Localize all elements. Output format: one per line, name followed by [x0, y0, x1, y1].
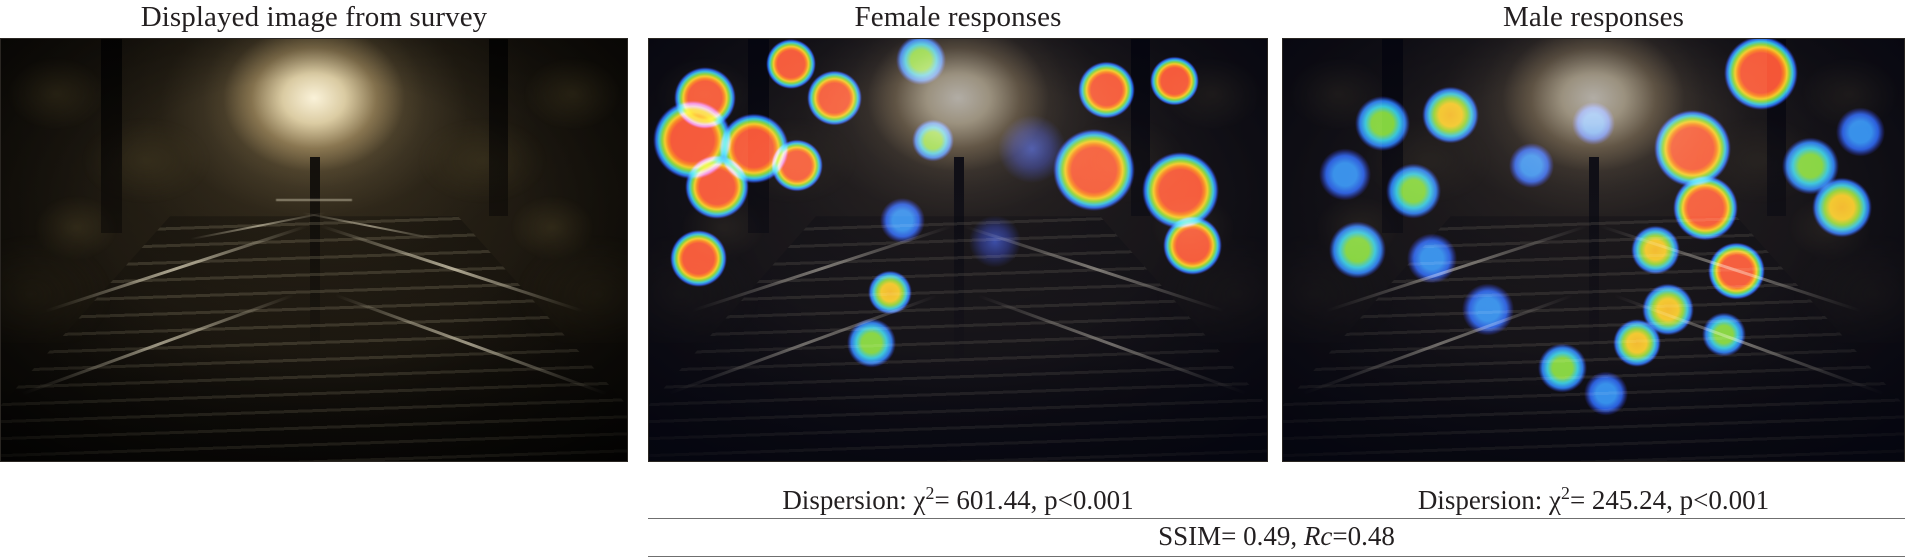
- heat-blob: [1723, 39, 1799, 112]
- panel-title-displayed-image: Displayed image from survey: [140, 1, 488, 33]
- heat-blob: [998, 112, 1067, 185]
- heat-blob: [1407, 232, 1457, 285]
- heat-blob: [771, 138, 824, 194]
- caption-rule-top: [648, 518, 1905, 519]
- heat-blob: [1537, 341, 1588, 395]
- heat-blob: [1701, 310, 1747, 358]
- heatmap-overlay-male: [1283, 39, 1904, 461]
- heat-blob: [1053, 126, 1135, 213]
- caption-rc-symbol: Rc: [1303, 521, 1333, 551]
- heat-blob: [1583, 369, 1629, 418]
- heat-blob: [880, 196, 925, 244]
- heat-blob: [1461, 281, 1514, 337]
- heat-blob: [1509, 142, 1554, 190]
- heat-blob: [1077, 59, 1135, 120]
- panel-male-responses: [1282, 38, 1905, 462]
- photo-vignette: [1, 39, 627, 461]
- heat-blob: [1328, 219, 1387, 281]
- heat-blob: [867, 268, 913, 316]
- heat-blob: [1149, 55, 1200, 108]
- caption-ssim-rc: SSIM= 0.49, Rc=0.48: [648, 518, 1905, 556]
- heat-blob: [1163, 214, 1223, 278]
- caption-female-dispersion-superscript: 2: [925, 483, 935, 503]
- heatmap-overlay-female: [649, 39, 1267, 461]
- caption-rc-value: =0.48: [1332, 521, 1395, 551]
- heat-blob: [912, 118, 955, 163]
- heat-blob: [1572, 101, 1615, 146]
- panel-displayed-image: [0, 38, 628, 462]
- stairway-photograph-female: [649, 39, 1267, 461]
- caption-male-dispersion: Dispersion: χ2= 245.24, p<0.001: [1282, 482, 1905, 520]
- heat-blob: [1707, 241, 1765, 302]
- heat-blob: [1386, 162, 1441, 220]
- heat-blob: [807, 69, 862, 127]
- heat-blob: [1319, 146, 1372, 202]
- heat-blob: [766, 39, 816, 91]
- heat-blob: [1835, 105, 1886, 158]
- caption-female-dispersion: Dispersion: χ2= 601.44, p<0.001: [648, 482, 1268, 520]
- heat-blob: [1630, 223, 1681, 277]
- heat-blob: [684, 152, 750, 221]
- caption-male-dispersion-value: = 245.24, p<0.001: [1569, 485, 1770, 515]
- caption-male-dispersion-superscript: 2: [1561, 483, 1570, 503]
- heat-blob: [1812, 176, 1872, 240]
- heat-blob: [846, 316, 897, 369]
- heat-blob: [1422, 84, 1480, 146]
- caption-female-dispersion-value: = 601.44, p<0.001: [934, 485, 1134, 515]
- panel-female-responses: [648, 38, 1268, 462]
- caption-female-dispersion-prefix: Dispersion: χ: [782, 485, 926, 515]
- stairway-photograph: [1, 39, 627, 461]
- caption-ssim-prefix: SSIM= 0.49,: [1158, 521, 1304, 551]
- heat-blob: [670, 228, 727, 289]
- heat-blob: [1672, 173, 1738, 242]
- panel-title-female-responses: Female responses: [854, 1, 1062, 33]
- caption-male-dispersion-prefix: Dispersion: χ: [1417, 485, 1562, 515]
- panel-title-male-responses: Male responses: [1503, 1, 1684, 33]
- caption-rule-bottom: [648, 556, 1905, 557]
- heat-blob: [969, 214, 1022, 270]
- heat-blob: [896, 39, 946, 87]
- heat-blob: [1613, 317, 1661, 368]
- heat-blob: [1355, 94, 1410, 153]
